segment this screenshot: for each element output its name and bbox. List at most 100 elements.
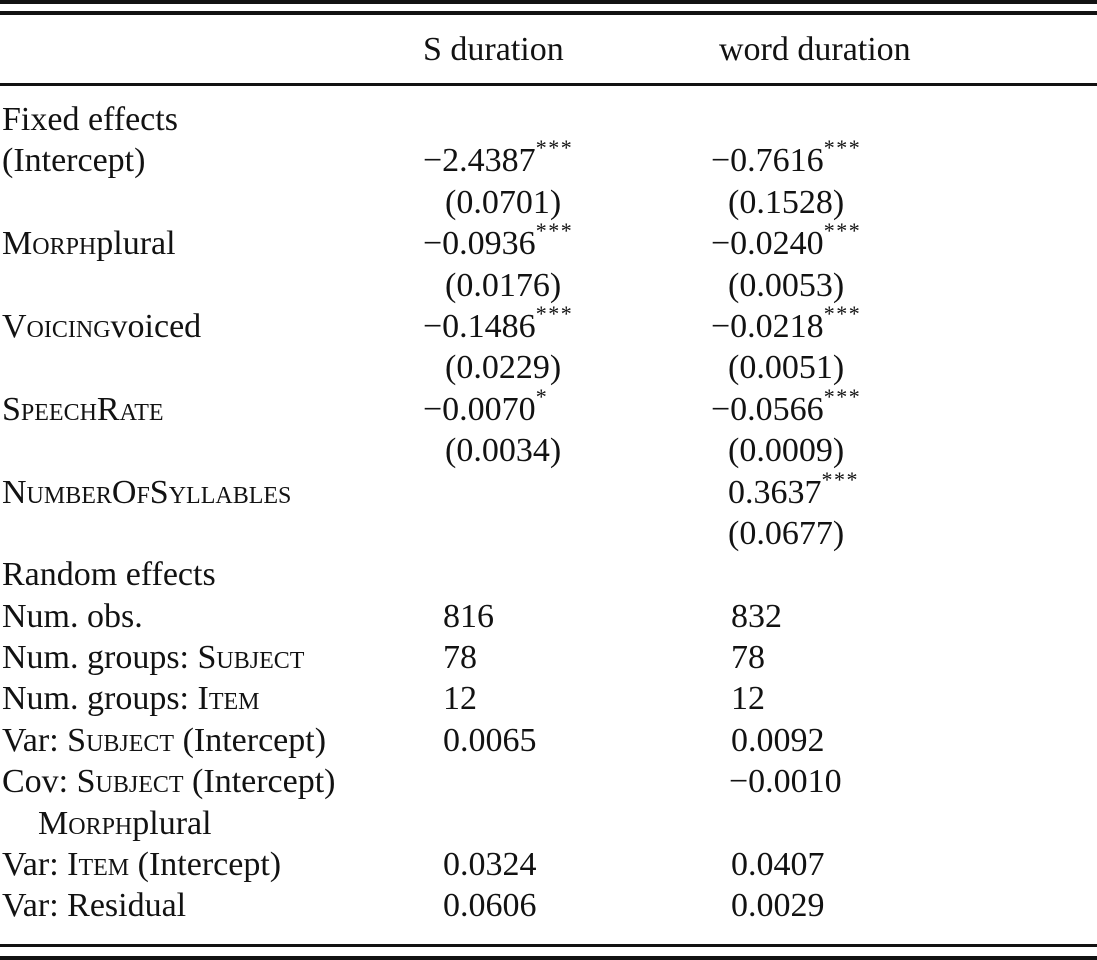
word-duration-value: −0.0010 — [711, 761, 1097, 802]
significance-stars: * — [535, 383, 549, 409]
label-text-segment: (Intercept) — [183, 763, 336, 801]
table-row: NumberOfSyllables 0.3637*** — [0, 466, 1097, 516]
cell-value: (0.0034) — [445, 432, 562, 470]
label-smallcaps-segment: Subject — [197, 639, 305, 677]
table-row: Fixed effects — [0, 99, 1097, 140]
row-label: Num. obs. — [0, 596, 423, 637]
s-duration-value: 78 — [423, 637, 711, 678]
s-duration-value: −0.0936*** — [423, 218, 711, 267]
row-label — [0, 430, 423, 471]
label-smallcaps-segment: Morph — [2, 225, 97, 263]
significance-stars: *** — [535, 300, 574, 326]
table-header-row: S duration word duration — [0, 29, 1097, 70]
label-smallcaps-segment: Item — [67, 846, 130, 884]
s-duration-value — [423, 761, 711, 802]
s-duration-value: −0.0070* — [423, 383, 711, 433]
significance-stars: *** — [823, 300, 862, 326]
label-text-segment: Fixed effects — [2, 101, 178, 138]
cell-value: −0.0240*** — [711, 218, 862, 263]
cell-value: 0.3637*** — [728, 466, 859, 511]
table-row: Var: Subject (Intercept) 0.0065 0.0092 — [0, 720, 1097, 761]
cell-value: (0.0051) — [728, 349, 845, 387]
table-row: Morphplural — [0, 803, 1097, 844]
table-row: Num. groups: Subject 78 78 — [0, 637, 1097, 678]
word-duration-value — [711, 99, 1097, 140]
cell-value: −0.1486*** — [423, 300, 574, 345]
table-row: Morphplural −0.0936*** −0.0240*** — [0, 218, 1097, 267]
table-row: Voicingvoiced −0.1486*** −0.0218*** — [0, 300, 1097, 350]
table-row: Num. groups: Item 12 12 — [0, 678, 1097, 719]
table-row: Var: Residual 0.0606 0.0029 — [0, 885, 1097, 926]
s-duration-value: 816 — [423, 596, 711, 637]
word-duration-value: −0.0566*** — [711, 384, 1097, 433]
label-smallcaps-segment: NumberOfSyllables — [2, 473, 292, 511]
s-duration-value: 0.0065 — [423, 720, 711, 761]
cell-value: 0.0407 — [731, 846, 825, 884]
s-duration-value: (0.0229) — [423, 347, 711, 388]
word-duration-value: −0.0218*** — [711, 300, 1097, 350]
table-row: SpeechRate −0.0070* −0.0566*** — [0, 383, 1097, 433]
row-label: Var: Subject (Intercept) — [0, 720, 423, 761]
word-duration-value: 0.0092 — [711, 720, 1097, 761]
word-duration-value: −0.7616*** — [711, 135, 1097, 184]
header-word-duration: word duration — [719, 31, 911, 68]
table-row: (0.0229) (0.0051) — [0, 347, 1097, 388]
word-duration-value: 0.0407 — [711, 844, 1097, 885]
label-text-segment: Random effects — [2, 556, 216, 594]
label-smallcaps-segment: SpeechRate — [2, 390, 164, 428]
cell-value: −2.4387*** — [423, 135, 574, 180]
label-text-segment: Num. groups: — [2, 639, 198, 677]
table-row: (0.0677) — [0, 513, 1097, 554]
word-duration-value — [711, 803, 1097, 844]
row-label: Cov: Subject (Intercept) — [0, 761, 423, 802]
row-label: Fixed effects — [0, 99, 423, 140]
cell-value: 12 — [443, 680, 477, 718]
label-smallcaps-segment: Subject — [67, 721, 175, 759]
table-row: (0.0034) (0.0009) — [0, 430, 1097, 471]
significance-stars: *** — [823, 135, 862, 161]
significance-stars: *** — [535, 218, 574, 244]
table-row: Random effects — [0, 554, 1097, 595]
s-duration-value: (0.0176) — [423, 265, 711, 306]
s-duration-value: −2.4387*** — [423, 135, 711, 184]
cell-value: (0.0053) — [728, 266, 845, 304]
s-duration-value: (0.0034) — [423, 430, 711, 471]
significance-stars: *** — [823, 383, 862, 409]
row-label — [0, 265, 423, 306]
significance-stars: *** — [535, 135, 574, 161]
table-bottom-rule-inner — [0, 944, 1097, 947]
word-duration-value — [711, 554, 1097, 595]
table-row: (Intercept) −2.4387*** −0.7616*** — [0, 135, 1097, 184]
table-row: Cov: Subject (Intercept) −0.0010 — [0, 761, 1097, 802]
cell-value: −0.0936*** — [423, 218, 574, 263]
label-text-segment: Var: — [2, 846, 68, 884]
s-duration-value: 0.0324 — [423, 844, 711, 885]
table-row: Num. obs. 816 832 — [0, 596, 1097, 637]
label-smallcaps-segment: Subject — [76, 763, 184, 801]
s-duration-value: −0.1486*** — [423, 300, 711, 350]
cell-value: −0.0218*** — [711, 300, 862, 345]
label-text-segment: (Intercept) — [2, 142, 146, 180]
cell-value: 0.0065 — [443, 721, 537, 759]
cell-value: 0.0092 — [731, 721, 825, 759]
row-label — [0, 513, 423, 554]
cell-value: −0.0070* — [423, 383, 549, 428]
word-duration-value: −0.0240*** — [711, 218, 1097, 267]
label-text-segment: plural — [132, 804, 212, 842]
cell-value: 78 — [731, 639, 765, 677]
label-text-segment: Num. groups: — [2, 680, 198, 718]
cell-value: 12 — [731, 680, 765, 718]
row-label: NumberOfSyllables — [0, 472, 423, 516]
cell-value: 816 — [443, 597, 494, 635]
s-duration-value — [423, 513, 711, 554]
label-text-segment: Var: Residual — [2, 887, 187, 925]
row-label — [0, 182, 423, 223]
cell-value: (0.1528) — [728, 183, 845, 221]
word-duration-value: (0.0009) — [711, 430, 1097, 471]
cell-value: (0.0009) — [728, 432, 845, 470]
word-duration-value: 78 — [711, 637, 1097, 678]
header-s-duration: S duration — [423, 31, 564, 68]
cell-value: 78 — [443, 639, 477, 677]
cell-value: 0.0606 — [443, 887, 537, 925]
word-duration-value: (0.1528) — [711, 182, 1097, 223]
